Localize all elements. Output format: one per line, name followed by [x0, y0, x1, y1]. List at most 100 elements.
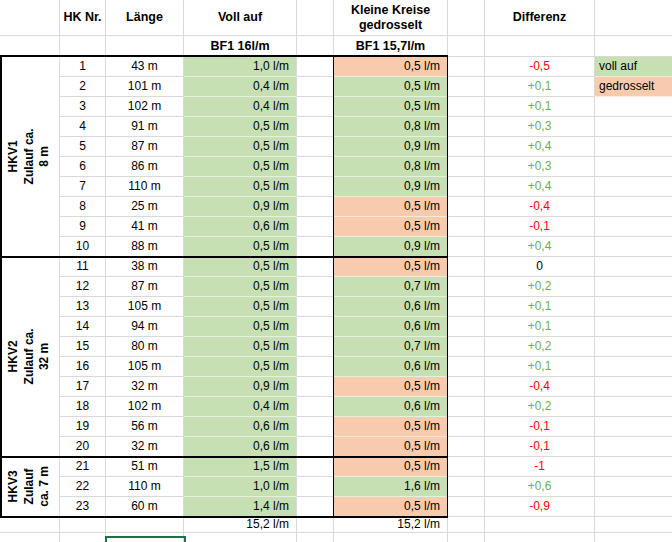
cell-voll-auf[interactable]: 0,6 l/m — [184, 217, 297, 237]
legend-empty-cell[interactable] — [595, 157, 672, 177]
spacer-cell[interactable] — [448, 257, 485, 277]
cell-hk-nr[interactable]: 2 — [60, 77, 106, 97]
spacer-cell[interactable] — [297, 297, 334, 317]
legend-empty-cell[interactable] — [595, 197, 672, 217]
spacer-cell[interactable] — [297, 217, 334, 237]
cell-differenz[interactable]: -0,4 — [485, 377, 595, 397]
spacer-cell[interactable] — [448, 217, 485, 237]
spacer-cell[interactable] — [297, 77, 334, 97]
cell-voll-auf[interactable]: 0,9 l/m — [184, 377, 297, 397]
legend-empty-cell[interactable] — [595, 257, 672, 277]
total-row-empty-cell[interactable] — [448, 517, 485, 533]
cell-voll-auf[interactable]: 0,5 l/m — [184, 237, 297, 257]
cell-laenge[interactable]: 88 m — [106, 237, 184, 257]
spacer-cell[interactable] — [448, 117, 485, 137]
total-row-empty-cell[interactable] — [595, 517, 672, 533]
cell-hk-nr[interactable]: 19 — [60, 417, 106, 437]
spacer-cell[interactable] — [448, 377, 485, 397]
subheader-empty-cell[interactable] — [448, 36, 485, 57]
cell-hk-nr[interactable]: 7 — [60, 177, 106, 197]
cell-gedrosselt[interactable]: 1,6 l/m — [334, 477, 448, 497]
legend-empty-cell[interactable] — [595, 477, 672, 497]
legend-empty-cell[interactable] — [595, 317, 672, 337]
spacer-cell[interactable] — [448, 437, 485, 457]
cell-laenge[interactable]: 80 m — [106, 337, 184, 357]
group-label-hkv1[interactable]: HKV1 Zulauf ca. 8 m — [0, 57, 60, 257]
cell-hk-nr[interactable]: 17 — [60, 377, 106, 397]
cell-differenz[interactable]: +0,3 — [485, 157, 595, 177]
cell-laenge[interactable]: 38 m — [106, 257, 184, 277]
cell-differenz[interactable]: -0,5 — [485, 57, 595, 77]
bottom-partial-cell[interactable] — [334, 533, 448, 542]
cell-voll-auf[interactable]: 0,5 l/m — [184, 317, 297, 337]
spacer-cell[interactable] — [448, 317, 485, 337]
cell-hk-nr[interactable]: 23 — [60, 497, 106, 517]
legend-item[interactable]: gedrosselt — [595, 77, 672, 97]
cell-hk-nr[interactable]: 10 — [60, 237, 106, 257]
header-spacer-cell[interactable] — [595, 0, 672, 36]
cell-differenz[interactable]: +0,1 — [485, 357, 595, 377]
legend-empty-cell[interactable] — [595, 177, 672, 197]
spacer-cell[interactable] — [297, 257, 334, 277]
cell-differenz[interactable]: +0,4 — [485, 137, 595, 157]
legend-empty-cell[interactable] — [595, 357, 672, 377]
legend-empty-cell[interactable] — [595, 137, 672, 157]
cell-gedrosselt[interactable]: 0,5 l/m — [334, 457, 448, 477]
cell-differenz[interactable]: 0 — [485, 257, 595, 277]
legend-empty-cell[interactable] — [595, 337, 672, 357]
cell-gedrosselt[interactable]: 0,5 l/m — [334, 57, 448, 77]
cell-hk-nr[interactable]: 14 — [60, 317, 106, 337]
cell-laenge[interactable]: 41 m — [106, 217, 184, 237]
cell-hk-nr[interactable]: 4 — [60, 117, 106, 137]
spacer-cell[interactable] — [297, 317, 334, 337]
spacer-cell[interactable] — [297, 117, 334, 137]
spacer-cell[interactable] — [297, 57, 334, 77]
cell-voll-auf[interactable]: 0,6 l/m — [184, 437, 297, 457]
spacer-cell[interactable] — [448, 457, 485, 477]
cell-differenz[interactable]: -0,1 — [485, 217, 595, 237]
cell-hk-nr[interactable]: 20 — [60, 437, 106, 457]
cell-laenge[interactable]: 87 m — [106, 277, 184, 297]
cell-gedrosselt[interactable]: 0,5 l/m — [334, 217, 448, 237]
cell-differenz[interactable]: +0,1 — [485, 317, 595, 337]
cell-laenge[interactable]: 110 m — [106, 477, 184, 497]
cell-laenge[interactable]: 102 m — [106, 97, 184, 117]
cell-laenge[interactable]: 94 m — [106, 317, 184, 337]
header-corner-cell[interactable] — [0, 0, 60, 36]
spacer-cell[interactable] — [297, 377, 334, 397]
cell-gedrosselt[interactable]: 0,5 l/m — [334, 437, 448, 457]
cell-gedrosselt[interactable]: 0,5 l/m — [334, 77, 448, 97]
spacer-cell[interactable] — [448, 357, 485, 377]
cell-hk-nr[interactable]: 18 — [60, 397, 106, 417]
cell-laenge[interactable]: 110 m — [106, 177, 184, 197]
spacer-cell[interactable] — [297, 437, 334, 457]
spacer-cell[interactable] — [297, 357, 334, 377]
cell-hk-nr[interactable]: 11 — [60, 257, 106, 277]
cell-gedrosselt[interactable]: 0,6 l/m — [334, 317, 448, 337]
cell-hk-nr[interactable]: 22 — [60, 477, 106, 497]
bottom-partial-cell[interactable] — [297, 533, 334, 542]
cell-voll-auf[interactable]: 0,5 l/m — [184, 277, 297, 297]
cell-laenge[interactable]: 60 m — [106, 497, 184, 517]
subheader-empty-cell[interactable] — [0, 36, 60, 57]
subheader-empty-cell[interactable] — [297, 36, 334, 57]
cell-laenge[interactable]: 32 m — [106, 437, 184, 457]
cell-differenz[interactable]: -1 — [485, 457, 595, 477]
cell-hk-nr[interactable]: 13 — [60, 297, 106, 317]
column-header-hk-nr[interactable]: HK Nr. — [60, 0, 106, 36]
cell-laenge[interactable]: 43 m — [106, 57, 184, 77]
spacer-cell[interactable] — [448, 337, 485, 357]
group-label-hkv2[interactable]: HKV2 Zulauf ca. 32 m — [0, 257, 60, 457]
cell-hk-nr[interactable]: 15 — [60, 337, 106, 357]
bottom-partial-cell[interactable] — [595, 533, 672, 542]
legend-item[interactable]: voll auf — [595, 57, 672, 77]
legend-empty-cell[interactable] — [595, 417, 672, 437]
spacer-cell[interactable] — [297, 177, 334, 197]
cell-gedrosselt[interactable]: 0,9 l/m — [334, 237, 448, 257]
cell-differenz[interactable]: +0,1 — [485, 77, 595, 97]
cell-differenz[interactable]: -0,4 — [485, 197, 595, 217]
spacer-cell[interactable] — [448, 77, 485, 97]
spacer-cell[interactable] — [297, 477, 334, 497]
total-row-empty-cell[interactable] — [297, 517, 334, 533]
spacer-cell[interactable] — [448, 197, 485, 217]
